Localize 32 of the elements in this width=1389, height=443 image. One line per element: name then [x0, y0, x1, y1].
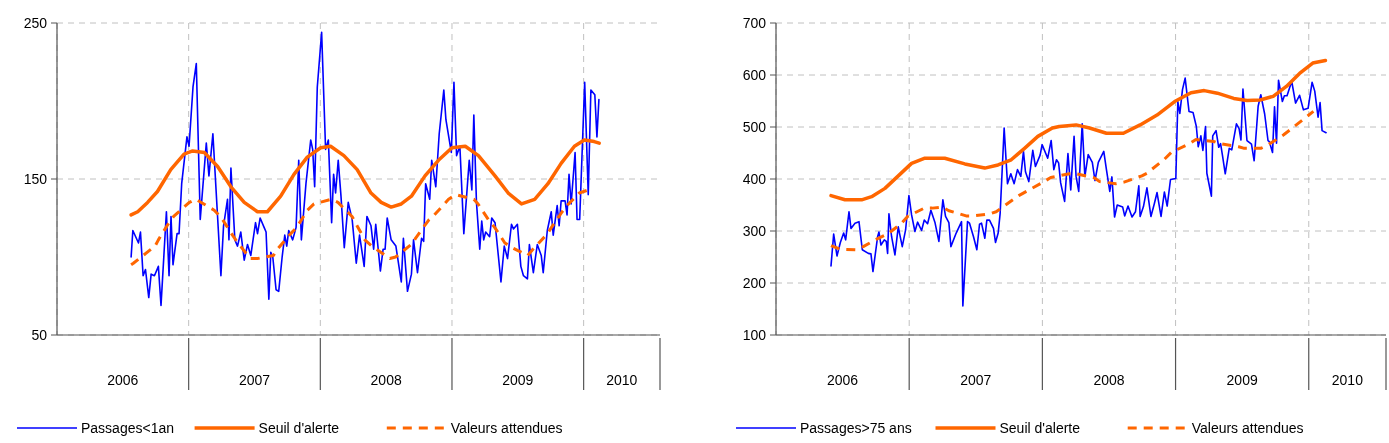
line-series [130, 31, 600, 307]
y-tick-label: 300 [742, 222, 767, 239]
y-tick-label: 250 [23, 14, 48, 31]
y-tick-label: 500 [742, 118, 767, 135]
x-tick-label: 2009 [502, 372, 534, 388]
y-tick-label: 50 [31, 326, 48, 343]
legend-label: Valeurs attendues [450, 420, 563, 436]
x-tick-label: 2009 [1226, 372, 1258, 388]
legend-label: Seuil d'alerte [258, 420, 340, 436]
y-tick-label: 150 [23, 170, 48, 187]
y-tick-label: 200 [742, 274, 767, 291]
y-tick-label: 700 [742, 14, 767, 31]
legend-label: Passages>75 ans [800, 420, 912, 436]
legend-label: Seuil d'alerte [999, 420, 1081, 436]
line-series [129, 138, 601, 217]
y-tick-label: 100 [742, 326, 767, 343]
x-tick-label: 2008 [370, 372, 402, 388]
x-tick-label: 2010 [1331, 372, 1364, 388]
x-tick-label: 2006 [107, 372, 139, 388]
line-series [129, 188, 590, 267]
x-tick-label: 2007 [960, 372, 992, 388]
x-tick-label: 2010 [606, 372, 638, 388]
line-series [830, 77, 1327, 307]
y-tick-label: 600 [742, 66, 767, 83]
x-tick-label: 2006 [827, 372, 859, 388]
legend-label: Valeurs attendues [1191, 420, 1304, 436]
x-tick-label: 2008 [1093, 372, 1125, 388]
line-series [829, 109, 1315, 252]
legend-label: Passages<1an [81, 420, 175, 436]
y-tick-label: 400 [742, 170, 767, 187]
x-tick-label: 2007 [238, 372, 271, 388]
line-series [829, 58, 1328, 202]
